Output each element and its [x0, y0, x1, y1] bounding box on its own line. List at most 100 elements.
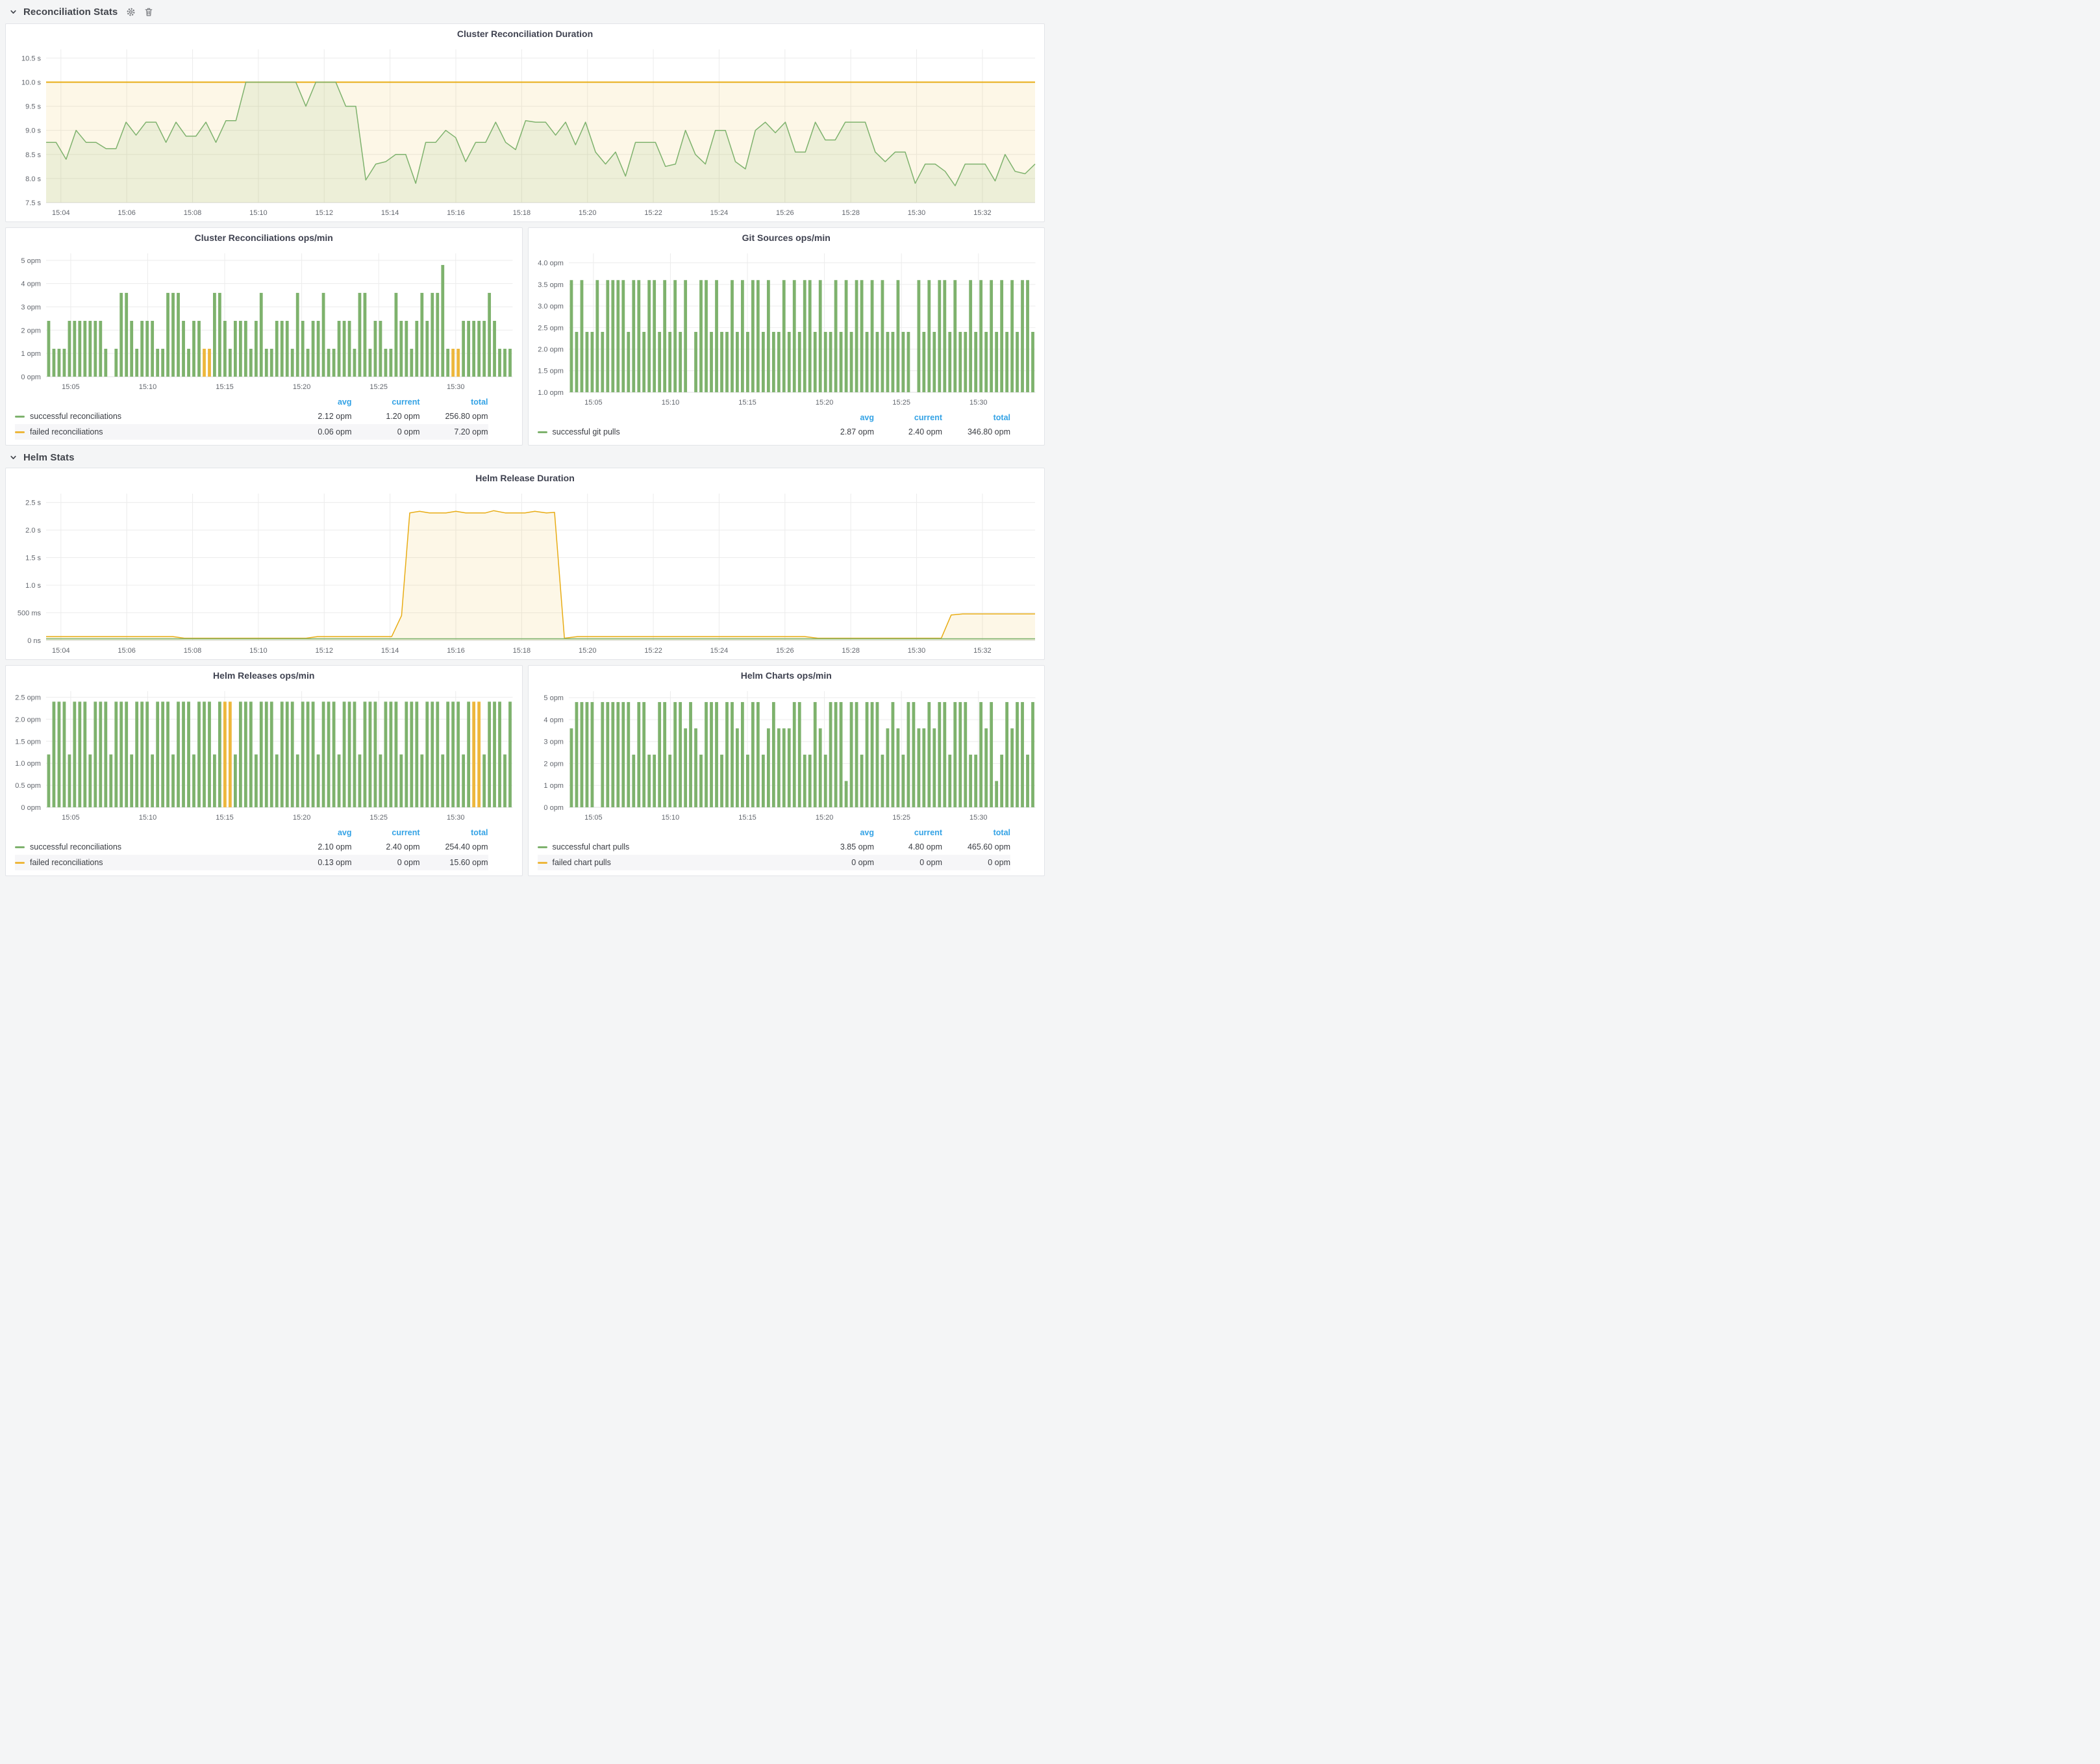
svg-text:15:05: 15:05	[584, 399, 603, 407]
legend-row: failed reconciliations0.13 opm0 opm15.60…	[15, 855, 488, 870]
chart-area: 15:0515:1015:1515:2015:2515:305 opm4 opm…	[6, 247, 522, 396]
svg-text:15:26: 15:26	[776, 209, 794, 217]
legend-series-toggle[interactable]: failed reconciliations	[15, 858, 284, 867]
svg-text:15:30: 15:30	[908, 209, 926, 217]
svg-text:15:16: 15:16	[447, 647, 465, 655]
svg-text:15:06: 15:06	[118, 647, 136, 655]
svg-text:1.5 opm: 1.5 opm	[15, 738, 41, 746]
svg-text:15:30: 15:30	[447, 383, 465, 391]
legend-stat-total: 7.20 opm	[420, 427, 488, 436]
legend-stat-current: 0 opm	[874, 858, 942, 867]
legend-stat-current: 0 opm	[352, 858, 420, 867]
svg-text:15:30: 15:30	[969, 814, 988, 822]
legend-cluster-reconciliations: avgcurrenttotal successful reconciliation…	[6, 396, 522, 445]
svg-text:15:30: 15:30	[908, 647, 926, 655]
legend-sort-total[interactable]: total	[942, 828, 1010, 837]
svg-text:2.0 opm: 2.0 opm	[15, 716, 41, 724]
legend-sort-avg[interactable]: avg	[806, 413, 874, 422]
legend-sort-avg[interactable]: avg	[284, 397, 352, 407]
chevron-down-icon[interactable]	[9, 453, 18, 462]
panel-title[interactable]: Cluster Reconciliation Duration	[6, 24, 1044, 44]
svg-text:3.0 opm: 3.0 opm	[538, 303, 564, 310]
svg-text:2 opm: 2 opm	[21, 327, 41, 334]
panel-title[interactable]: Helm Releases ops/min	[6, 666, 522, 685]
legend-sort-total[interactable]: total	[420, 397, 488, 407]
series-color-dash-icon	[15, 416, 25, 418]
git-sources-ops-chart[interactable]: 15:0515:1015:1515:2015:2515:304.0 opm3.5…	[529, 247, 1045, 411]
legend-sort-current[interactable]: current	[352, 397, 420, 407]
svg-text:15:15: 15:15	[738, 814, 756, 822]
legend-row: successful git pulls2.87 opm2.40 opm346.…	[538, 424, 1011, 440]
svg-text:2.5 s: 2.5 s	[25, 499, 41, 507]
legend-sort-total[interactable]: total	[942, 413, 1010, 422]
legend-series-toggle[interactable]: failed reconciliations	[15, 427, 284, 436]
legend-sort-avg[interactable]: avg	[284, 828, 352, 837]
panel-helm-release-duration: Helm Release Duration 15:0415:0615:0815:…	[5, 468, 1045, 660]
section-header-reconciliation-stats[interactable]: Reconciliation Stats	[5, 0, 1045, 22]
legend-sort-total[interactable]: total	[420, 828, 488, 837]
svg-text:15:10: 15:10	[139, 383, 157, 391]
svg-text:1.0 opm: 1.0 opm	[538, 389, 564, 397]
chart-area: 15:0515:1015:1515:2015:2515:302.5 opm2.0…	[6, 685, 522, 826]
panel-title[interactable]: Helm Charts ops/min	[529, 666, 1045, 685]
svg-text:15:10: 15:10	[249, 647, 268, 655]
helm-releases-ops-chart[interactable]: 15:0515:1015:1515:2015:2515:302.5 opm2.0…	[6, 685, 522, 826]
svg-text:15:10: 15:10	[249, 209, 268, 217]
svg-text:15:15: 15:15	[738, 399, 756, 407]
svg-text:1 opm: 1 opm	[21, 350, 41, 358]
svg-text:3 opm: 3 opm	[544, 738, 564, 746]
legend-series-label: failed reconciliations	[30, 858, 103, 867]
svg-text:15:05: 15:05	[62, 383, 80, 391]
svg-text:0 ns: 0 ns	[27, 637, 41, 645]
panel-title[interactable]: Git Sources ops/min	[529, 228, 1045, 247]
series-color-dash-icon	[15, 431, 25, 433]
gear-icon[interactable]	[126, 7, 136, 17]
legend-stat-avg: 2.10 opm	[284, 842, 352, 851]
chevron-down-icon[interactable]	[9, 8, 18, 16]
svg-text:9.5 s: 9.5 s	[25, 103, 41, 111]
svg-text:4.0 opm: 4.0 opm	[538, 260, 564, 268]
legend-sort-current[interactable]: current	[874, 413, 942, 422]
svg-text:0.5 opm: 0.5 opm	[15, 782, 41, 790]
svg-text:15:12: 15:12	[315, 647, 333, 655]
helm-charts-ops-chart[interactable]: 15:0515:1015:1515:2015:2515:305 opm4 opm…	[529, 685, 1045, 826]
legend-helm-releases: avgcurrenttotal successful reconciliation…	[6, 826, 522, 876]
legend-stat-current: 2.40 opm	[352, 842, 420, 851]
panel-cluster-reconciliations-ops: Cluster Reconciliations ops/min 15:05 15:…	[5, 227, 523, 446]
panel-title[interactable]: Cluster Reconciliations ops/min	[6, 228, 522, 247]
legend-series-toggle[interactable]: failed chart pulls	[538, 858, 806, 867]
series-color-dash-icon	[15, 846, 25, 848]
legend-series-label: successful chart pulls	[553, 842, 630, 851]
legend-sort-current[interactable]: current	[352, 828, 420, 837]
svg-text:2.0 opm: 2.0 opm	[538, 346, 564, 354]
svg-text:15:24: 15:24	[710, 647, 729, 655]
svg-text:15:14: 15:14	[381, 209, 399, 217]
legend-series-toggle[interactable]: successful reconciliations	[15, 412, 284, 421]
legend-series-toggle[interactable]: successful git pulls	[538, 427, 806, 436]
cluster-reconciliation-duration-chart[interactable]: 15:0415:0615:0815:1015:1215:1415:1615:18…	[6, 44, 1044, 221]
trash-icon[interactable]	[144, 7, 153, 17]
section-header-helm-stats[interactable]: Helm Stats	[5, 446, 1045, 468]
legend-helm-charts: avgcurrenttotal successful chart pulls3.8…	[529, 826, 1045, 876]
svg-text:15:25: 15:25	[369, 814, 388, 822]
svg-text:15:22: 15:22	[644, 209, 662, 217]
legend-sort-avg[interactable]: avg	[806, 828, 874, 837]
legend-series-toggle[interactable]: successful chart pulls	[538, 842, 806, 851]
legend-series-toggle[interactable]: successful reconciliations	[15, 842, 284, 851]
svg-text:15:18: 15:18	[513, 209, 531, 217]
svg-text:3.5 opm: 3.5 opm	[538, 281, 564, 289]
legend-row: successful reconciliations2.12 opm1.20 o…	[15, 409, 488, 424]
cluster-reconciliations-ops-chart[interactable]: 15:0515:1015:1515:2015:2515:305 opm4 opm…	[6, 247, 522, 396]
svg-text:15:22: 15:22	[644, 647, 662, 655]
panel-title[interactable]: Helm Release Duration	[6, 468, 1044, 488]
svg-text:5 opm: 5 opm	[21, 257, 41, 265]
legend-stat-avg: 2.12 opm	[284, 412, 352, 421]
legend-sort-current[interactable]: current	[874, 828, 942, 837]
svg-text:1.5 s: 1.5 s	[25, 555, 41, 562]
svg-text:8.5 s: 8.5 s	[25, 151, 41, 159]
helm-release-duration-chart[interactable]: 15:0415:0615:0815:1015:1215:1415:1615:18…	[6, 488, 1044, 659]
legend-row: successful chart pulls3.85 opm4.80 opm46…	[538, 839, 1011, 855]
svg-text:15:08: 15:08	[184, 209, 202, 217]
legend-stat-current: 2.40 opm	[874, 427, 942, 436]
svg-text:15:04: 15:04	[52, 647, 70, 655]
